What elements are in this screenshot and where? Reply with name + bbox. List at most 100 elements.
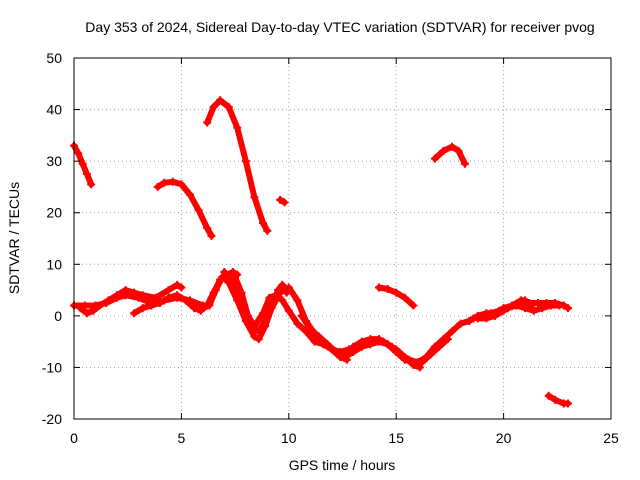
series-arc-5 [430,142,469,168]
data-point [375,283,384,292]
data-point [276,195,285,204]
y-tick-label: 50 [46,50,62,66]
data-point [138,304,147,313]
data-point [375,335,384,344]
data-point [263,226,272,235]
data-point [521,304,530,313]
data-point [241,157,250,166]
series-arc-3 [203,96,272,235]
data-point [409,301,418,310]
y-tick-label: -20 [42,411,62,427]
data-point [392,347,401,356]
series-arc-9 [76,280,186,318]
data-point [76,304,85,313]
data-point [564,304,573,313]
data-point [138,291,147,300]
series-arc-4 [276,195,289,207]
data-point [448,327,457,336]
data-point [443,335,452,344]
data-point [228,268,237,277]
data-point [130,309,139,318]
data-point [155,298,164,307]
data-point [78,159,87,168]
data-point [529,306,538,315]
data-point [254,335,263,344]
series-arc-1 [70,141,96,189]
data-point [282,288,291,297]
data-point [274,286,283,295]
data-point [400,355,409,364]
data-point [293,319,302,328]
data-point [400,293,409,302]
data-point [460,159,469,168]
x-tick-label: 10 [281,430,297,446]
data-point [250,193,259,202]
data-point [95,301,104,310]
data-point [332,347,341,356]
data-point [527,301,536,310]
data-point [147,301,156,310]
plot-border [73,57,612,420]
data-point [482,314,491,323]
data-point [383,285,392,294]
data-point [306,324,315,333]
data-point [499,306,508,315]
data-point [216,275,225,284]
data-point [82,309,91,318]
data-marks [70,96,573,408]
series-arc-8 [70,273,573,367]
data-point [216,96,225,105]
x-tick-label: 20 [496,430,512,446]
data-point [508,301,517,310]
data-point [265,293,274,302]
data-point [533,298,542,307]
series-arc-16 [473,296,536,323]
data-point [392,288,401,297]
data-point [89,306,98,315]
data-point [74,149,83,158]
x-tick-label: 0 [70,430,78,446]
data-point [82,170,91,179]
data-point [168,177,177,186]
data-point [87,180,96,189]
data-point [310,337,319,346]
data-point [177,180,186,189]
chart-title: Day 353 of 2024, Sidereal Day-to-day VTE… [85,19,594,35]
data-point [164,286,173,295]
series-line [131,269,241,317]
y-tick-label: -10 [42,359,62,375]
y-tick-label: 40 [46,102,62,118]
series-arc-11 [220,268,291,336]
x-tick-label: 25 [603,430,619,446]
data-point [237,288,246,297]
data-point [164,293,173,302]
data-point [153,182,162,191]
data-point [233,123,242,132]
data-point [177,283,186,292]
data-point [564,399,573,408]
data-point [314,332,323,341]
data-point [203,301,212,310]
data-point [551,395,560,404]
data-point [426,350,435,359]
data-point [546,301,555,310]
y-axis-label: SDTVAR / TECUs [6,182,22,294]
data-point [261,317,270,326]
data-point [112,291,121,300]
axis-ticks: 0 5 10 15 20 25 -20 -10 0 10 20 30 40 50 [42,50,619,446]
data-point [181,296,190,305]
series-line [204,97,271,234]
data-point [284,306,293,315]
data-point [456,319,465,328]
data-point [160,178,169,187]
data-point [448,142,457,151]
x-tick-label: 5 [178,430,186,446]
data-point [259,219,268,228]
data-point [555,301,564,310]
series-line [71,274,571,366]
data-point [203,118,212,127]
data-point [278,296,287,305]
data-point [271,291,280,300]
